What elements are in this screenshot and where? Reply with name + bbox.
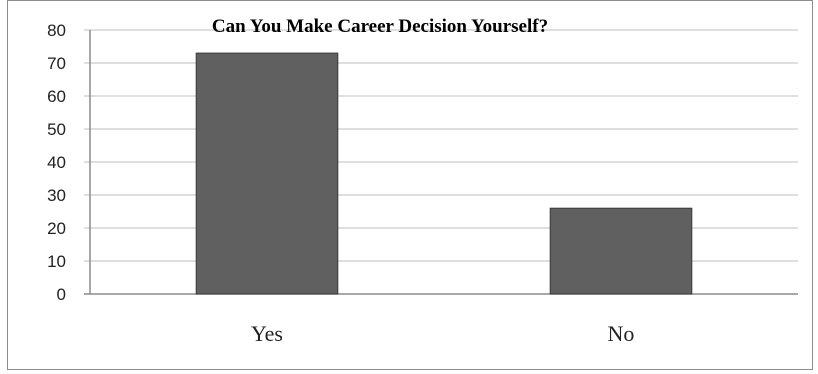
y-tick-label: 70 [47,54,66,73]
x-axis-ticks: Yes No [251,321,634,346]
bars [195,52,693,295]
y-tick-label: 50 [47,120,66,139]
x-tick-label: Yes [251,321,283,346]
y-tick-label: 30 [47,186,66,205]
y-tick-label: 60 [47,87,66,106]
chart-frame [7,0,813,370]
y-tick-label: 80 [47,21,66,40]
x-tick-label: No [608,321,635,346]
bar-yes [195,52,339,295]
bar-no [549,207,693,295]
y-tick-label: 40 [47,153,66,172]
y-axis-ticks: 0 10 20 30 40 50 60 70 80 [47,21,66,304]
y-tick-label: 10 [47,252,66,271]
chart-title: Can You Make Career Decision Yourself? [212,16,548,37]
y-tick-label: 0 [57,285,66,304]
y-tick-label: 20 [47,219,66,238]
